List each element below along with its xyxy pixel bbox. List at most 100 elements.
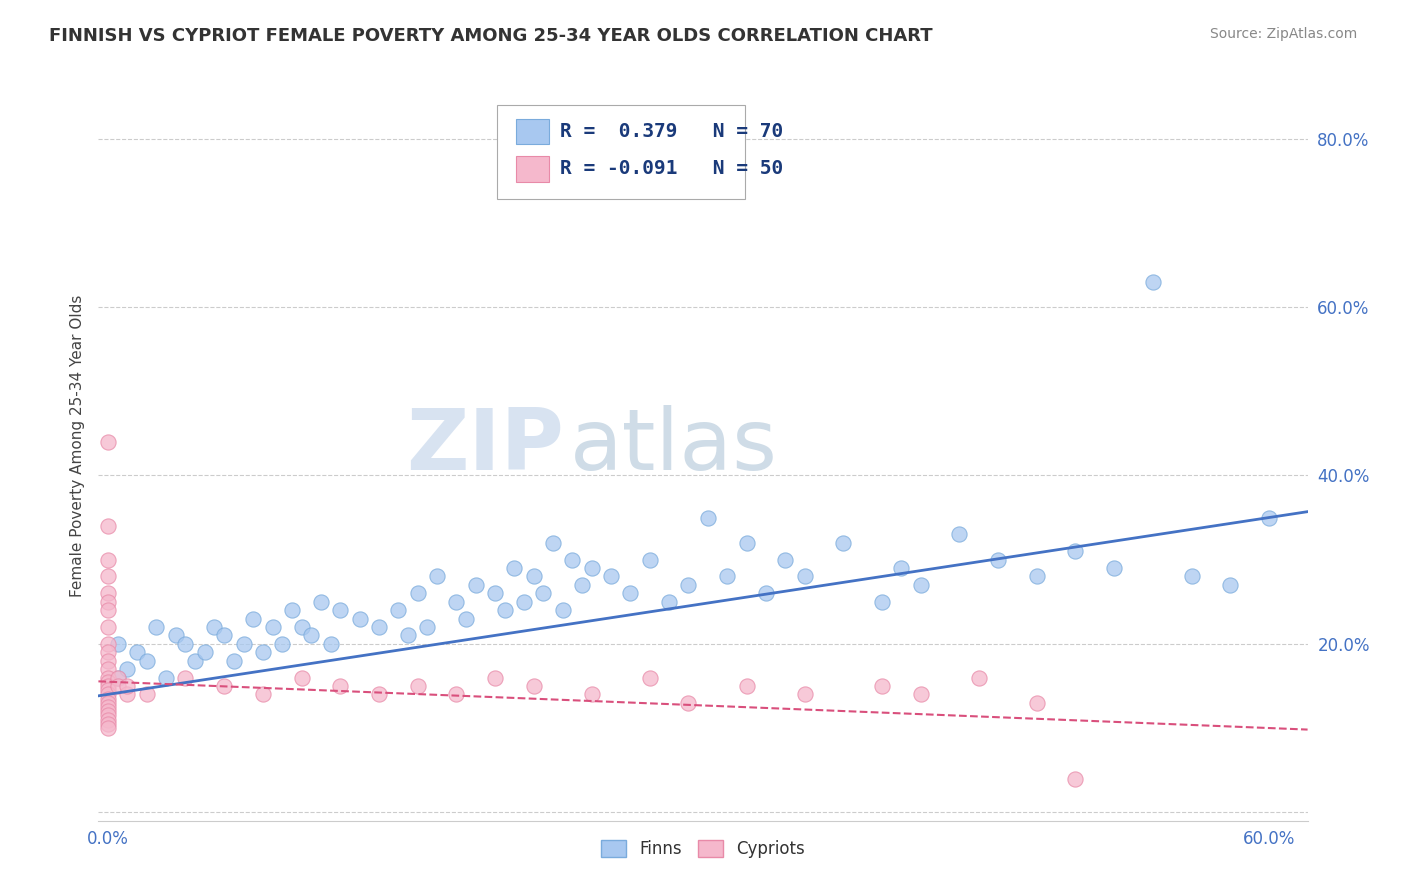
Point <box>638 671 661 685</box>
Point <box>155 671 177 685</box>
Point <box>97 434 120 449</box>
Point <box>174 671 197 685</box>
Point <box>329 679 352 693</box>
Point <box>107 671 129 685</box>
Point <box>464 578 486 592</box>
Point <box>309 595 332 609</box>
Point <box>406 586 429 600</box>
Point <box>107 671 129 685</box>
Point <box>97 603 120 617</box>
Point <box>281 603 304 617</box>
Point <box>716 569 738 583</box>
Point <box>97 683 120 698</box>
Point <box>97 696 120 710</box>
Point <box>97 620 120 634</box>
Point <box>531 586 554 600</box>
Point <box>426 569 449 583</box>
Point <box>222 654 245 668</box>
Point <box>484 671 506 685</box>
Point <box>97 713 120 727</box>
Point <box>194 645 217 659</box>
Point <box>368 620 391 634</box>
Point <box>97 637 120 651</box>
Point <box>387 603 409 617</box>
Point <box>1180 569 1202 583</box>
Point <box>832 536 855 550</box>
Point <box>290 671 312 685</box>
Point <box>107 637 129 651</box>
Point <box>97 671 120 685</box>
Point <box>97 708 120 723</box>
Point <box>97 662 120 676</box>
Point <box>97 654 120 668</box>
Point <box>513 595 536 609</box>
Point <box>97 679 120 693</box>
Point <box>319 637 342 651</box>
Point <box>97 674 120 689</box>
Point <box>127 645 149 659</box>
Point <box>396 628 419 642</box>
Point <box>232 637 254 651</box>
Y-axis label: Female Poverty Among 25-34 Year Olds: Female Poverty Among 25-34 Year Olds <box>69 295 84 597</box>
Point <box>581 561 603 575</box>
Point <box>97 569 120 583</box>
Point <box>793 569 815 583</box>
Legend: Finns, Cypriots: Finns, Cypriots <box>593 833 813 864</box>
Point <box>135 687 157 701</box>
Point <box>619 586 641 600</box>
Point <box>967 671 990 685</box>
Point <box>987 552 1010 566</box>
Point <box>638 552 661 566</box>
Point <box>1025 696 1047 710</box>
Text: R =  0.379   N = 70: R = 0.379 N = 70 <box>561 122 783 141</box>
Point <box>523 679 546 693</box>
Point <box>1064 772 1087 786</box>
Point <box>571 578 593 592</box>
Point <box>97 721 120 735</box>
Point <box>184 654 207 668</box>
Point <box>107 679 129 693</box>
Point <box>204 620 226 634</box>
Point <box>561 552 583 566</box>
Point <box>117 687 139 701</box>
Point <box>242 611 264 625</box>
Point <box>212 628 235 642</box>
Point <box>773 552 796 566</box>
Point <box>890 561 912 575</box>
Point <box>290 620 312 634</box>
Point <box>551 603 574 617</box>
Point <box>97 586 120 600</box>
Text: Source: ZipAtlas.com: Source: ZipAtlas.com <box>1209 27 1357 41</box>
Point <box>145 620 167 634</box>
Text: R = -0.091   N = 50: R = -0.091 N = 50 <box>561 160 783 178</box>
Point <box>1219 578 1241 592</box>
Point <box>870 679 893 693</box>
Bar <box>516 119 550 144</box>
Point <box>1064 544 1087 558</box>
Text: FINNISH VS CYPRIOT FEMALE POVERTY AMONG 25-34 YEAR OLDS CORRELATION CHART: FINNISH VS CYPRIOT FEMALE POVERTY AMONG … <box>49 27 932 45</box>
FancyBboxPatch shape <box>498 105 745 199</box>
Point <box>503 561 526 575</box>
Point <box>658 595 681 609</box>
Point <box>299 628 322 642</box>
Point <box>117 662 139 676</box>
Point <box>97 595 120 609</box>
Point <box>735 536 758 550</box>
Point <box>948 527 970 541</box>
Point <box>329 603 352 617</box>
Point <box>910 687 932 701</box>
Point <box>600 569 623 583</box>
Point <box>1025 569 1047 583</box>
Point <box>1257 510 1279 524</box>
Point <box>494 603 516 617</box>
Point <box>97 645 120 659</box>
Point <box>735 679 758 693</box>
Point <box>97 691 120 706</box>
Point <box>541 536 564 550</box>
Point <box>793 687 815 701</box>
Point <box>1142 275 1164 289</box>
Point <box>349 611 371 625</box>
Point <box>97 687 120 701</box>
Point <box>165 628 187 642</box>
Point <box>755 586 778 600</box>
